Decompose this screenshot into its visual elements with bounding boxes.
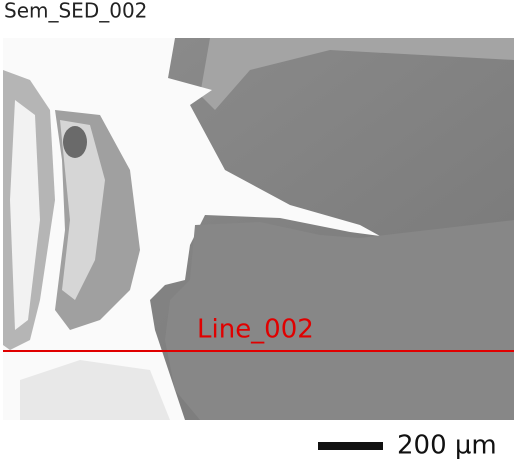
page: Sem_SED_002 [0,0,514,464]
scale-bar-label: 200 µm [397,431,497,461]
sem-image: Line_002 [3,38,514,420]
scale-bar [318,442,383,450]
line-label: Line_002 [197,315,314,345]
image-title: Sem_SED_002 [4,0,147,23]
